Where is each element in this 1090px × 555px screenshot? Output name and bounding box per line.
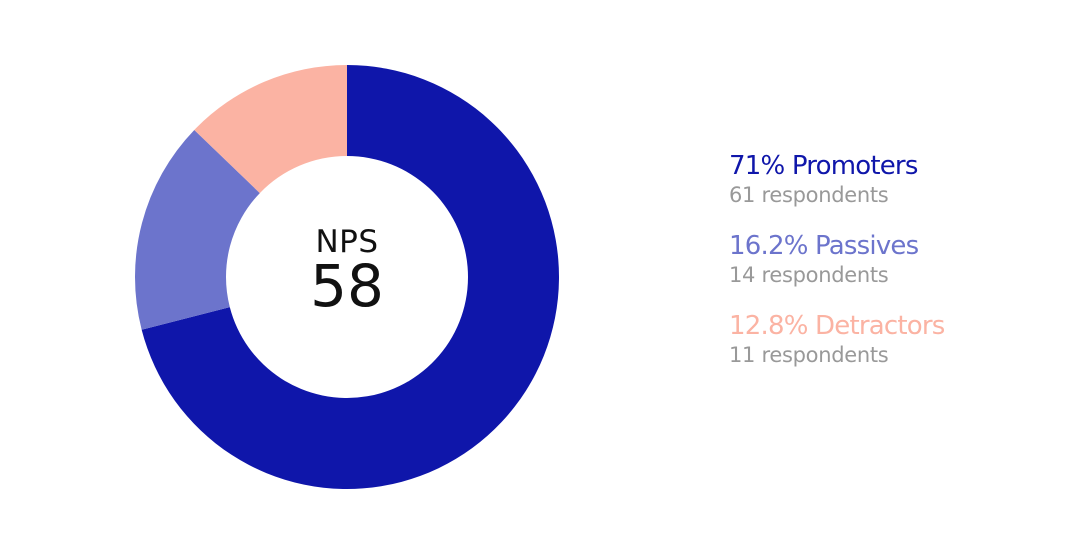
legend-subtitle-passives: 14 respondents [729,263,889,287]
legend-title-passives: 16.2% Passives [729,231,919,261]
legend-item-detractors[interactable]: 12.8% Detractors 11 respondents [729,310,1069,368]
donut-chart [134,65,560,489]
legend-item-passives[interactable]: 16.2% Passives 14 respondents [729,230,1069,288]
legend-title-promoters: 71% Promoters [729,151,918,181]
legend: 71% Promoters 61 respondents 16.2% Passi… [729,150,1069,390]
slice-promoters[interactable] [141,65,560,489]
nps-label: NPS [315,224,379,260]
legend-title-detractors: 12.8% Detractors [729,311,945,341]
legend-item-promoters[interactable]: 71% Promoters 61 respondents [729,150,1069,208]
nps-value: 58 [310,252,384,320]
nps-center-label: NPS 58 [247,225,447,315]
legend-subtitle-detractors: 11 respondents [729,343,889,367]
slice-detractors[interactable] [194,65,347,194]
slice-passives[interactable] [134,129,260,330]
legend-subtitle-promoters: 61 respondents [729,183,889,207]
